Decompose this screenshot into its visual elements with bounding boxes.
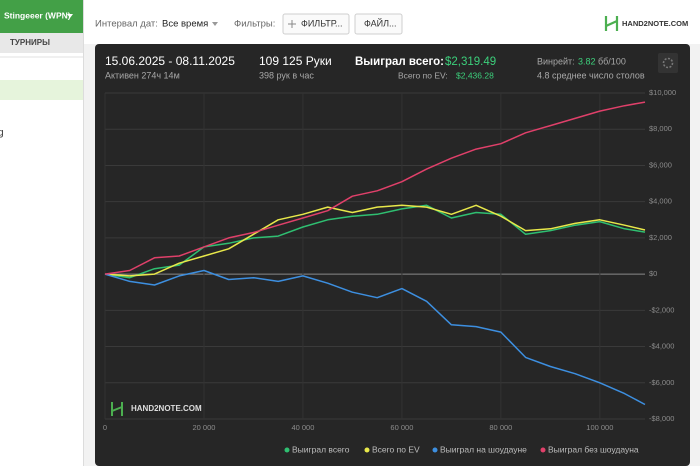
- filter-button[interactable]: [282, 13, 350, 35]
- y-tick-label: $10,000: [649, 88, 676, 97]
- x-tick-label: 60 000: [390, 423, 413, 432]
- series-line: [104, 101, 646, 275]
- plus-icon: [288, 20, 296, 28]
- legend-swatch: [284, 447, 290, 453]
- y-tick-label: $2,000: [649, 233, 672, 242]
- y-tick-label: -$8,000: [649, 414, 674, 423]
- hands-per-hour: 398 рук в час: [259, 70, 314, 80]
- x-tick-label: 80 000: [489, 423, 512, 432]
- legend-label: Выиграл всего: [292, 444, 350, 454]
- tab[interactable]: ТУРНИРЫ: [10, 38, 50, 47]
- tab-bar: [0, 33, 83, 53]
- winrate-label: Винрейт:: [537, 56, 575, 66]
- logo-text: HAND2NOTE.COM: [622, 19, 688, 28]
- chart-panel: [95, 44, 690, 466]
- winrate-unit: бб/100: [598, 56, 626, 66]
- winrate-value: 3.82: [578, 56, 596, 66]
- filters-label: Фильтры:: [234, 19, 275, 30]
- watermark: HAND2NOTE.COM: [131, 404, 202, 413]
- y-tick-label: -$2,000: [649, 305, 674, 314]
- y-tick-label: -$6,000: [649, 378, 674, 387]
- won-label: Выиграл всего:: [355, 56, 444, 68]
- x-tick-label: 0: [103, 423, 107, 432]
- watermark-icon: [111, 402, 123, 416]
- selected-row[interactable]: [0, 80, 83, 100]
- legend-swatch: [364, 447, 370, 453]
- y-tick-label: $0: [649, 269, 657, 278]
- hands: 109 125 Руки: [259, 54, 332, 68]
- active-time: Активен 274ч 14м: [105, 70, 180, 80]
- date-select[interactable]: Все время: [162, 19, 208, 30]
- y-tick-label: -$4,000: [649, 342, 674, 351]
- sidebar: [0, 0, 83, 466]
- ev-value: $2,436.28: [456, 70, 494, 80]
- ev-label: Всего по EV:: [398, 70, 448, 80]
- account-name: Stingeeer (WPN): [4, 10, 71, 20]
- legend-swatch: [540, 447, 546, 453]
- file-button[interactable]: [354, 13, 403, 35]
- y-tick-label: $8,000: [649, 124, 672, 133]
- logo-icon: [604, 16, 619, 31]
- won-value: $2,319.49: [445, 56, 496, 68]
- file-button-label: ФАЙЛ...: [364, 17, 397, 28]
- y-tick-label: $6,000: [649, 160, 672, 169]
- series-line: [104, 269, 646, 406]
- legend-label: Всего по EV: [372, 444, 420, 454]
- dropdown-caret: [67, 14, 73, 18]
- plot: -$8,000 -$6,000 -$4,000 -$2,000 $0 $2,000 $4,0…: [103, 88, 676, 454]
- period: 15.06.2025 - 08.11.2025: [105, 54, 235, 68]
- x-tick-label: 40 000: [291, 423, 314, 432]
- legend-label: Выиграл без шоудауна: [548, 444, 639, 454]
- legend-label: Выиграл на шоудауне: [440, 444, 527, 454]
- date-caret: [212, 22, 218, 26]
- y-tick-label: $4,000: [649, 197, 672, 206]
- tables: 4.8 среднее число столов: [537, 70, 645, 80]
- legend-swatch: [432, 447, 438, 453]
- series-line: [104, 204, 646, 279]
- sidebar-item[interactable]: g: [0, 128, 4, 139]
- settings-button[interactable]: [658, 53, 678, 73]
- x-tick-label: 20 000: [192, 423, 215, 432]
- gear-icon: [662, 57, 674, 69]
- filter-button-label: ФИЛЬТР...: [301, 18, 343, 28]
- x-tick-label: 100 000: [586, 423, 613, 432]
- date-label: Интервал дат:: [95, 19, 158, 30]
- series-line: [104, 204, 646, 277]
